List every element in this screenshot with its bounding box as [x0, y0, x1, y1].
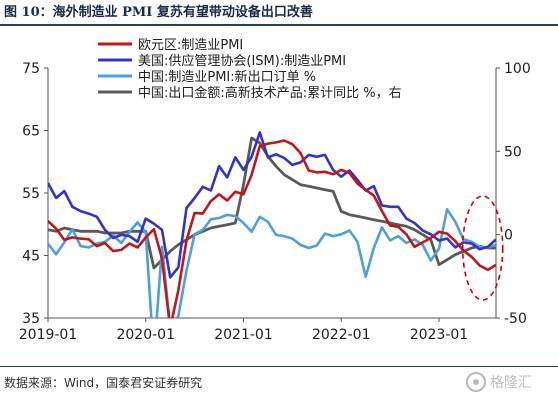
y-right-tick-label: 0 [504, 228, 513, 244]
legend-label-us: 美国:供应管理协会(ISM):制造业PMI [138, 53, 346, 69]
y-left-tick-label: 75 [22, 61, 40, 77]
chart-annotation [461, 195, 504, 301]
watermark-text: 格隆汇 [490, 375, 532, 391]
y-left-tick-label: 45 [22, 249, 40, 265]
series-line-china_export [48, 136, 496, 270]
x-tick-label: 2019-01 [19, 327, 78, 343]
y-right-tick-label: -50 [504, 311, 527, 327]
highlight-ellipse [461, 195, 504, 301]
chart-svg: 35 45 55 65 75 -50 0 50 100 2019-01 2020-01 2021-01… [19, 38, 531, 343]
source-note: 数据来源：Wind，国泰君安证券研究 [4, 376, 203, 390]
x-tick-label: 2020-01 [116, 327, 175, 343]
figure-title: 图 10：海外制造业 PMI 复苏有望带动设备出口改善 [4, 5, 313, 20]
series-line-us [48, 131, 496, 279]
watermark-logo: 格隆汇 [466, 372, 532, 392]
x-tick-label: 2023-01 [410, 327, 469, 343]
legend-label-eu: 欧元区:制造业PMI [138, 38, 243, 53]
legend-label-china_pmi: 中国:制造业PMI:新出口订单 % [138, 69, 316, 85]
y-left-tick-label: 65 [22, 124, 40, 140]
series-line-eu [48, 139, 496, 318]
chart-legend: 欧元区:制造业PMI美国:供应管理协会(ISM):制造业PMI中国:制造业PMI… [98, 38, 402, 101]
y-left-tick-label: 35 [22, 311, 40, 327]
chart-axes: 35 45 55 65 75 -50 0 50 100 2019-01 2020-01 2021-01… [19, 61, 531, 343]
y-right-tick-label: 50 [504, 144, 522, 160]
chart-series [48, 131, 496, 318]
y-left-tick-label: 55 [22, 186, 40, 202]
y-right-tick-label: 100 [504, 61, 531, 77]
legend-label-china_export: 中国:出口金额:高新技术产品:累计同比 %，右 [138, 85, 402, 101]
title-rule [0, 24, 558, 26]
footer-rule [0, 366, 558, 367]
x-tick-label: 2021-01 [214, 327, 273, 343]
x-tick-label: 2022-01 [312, 327, 371, 343]
